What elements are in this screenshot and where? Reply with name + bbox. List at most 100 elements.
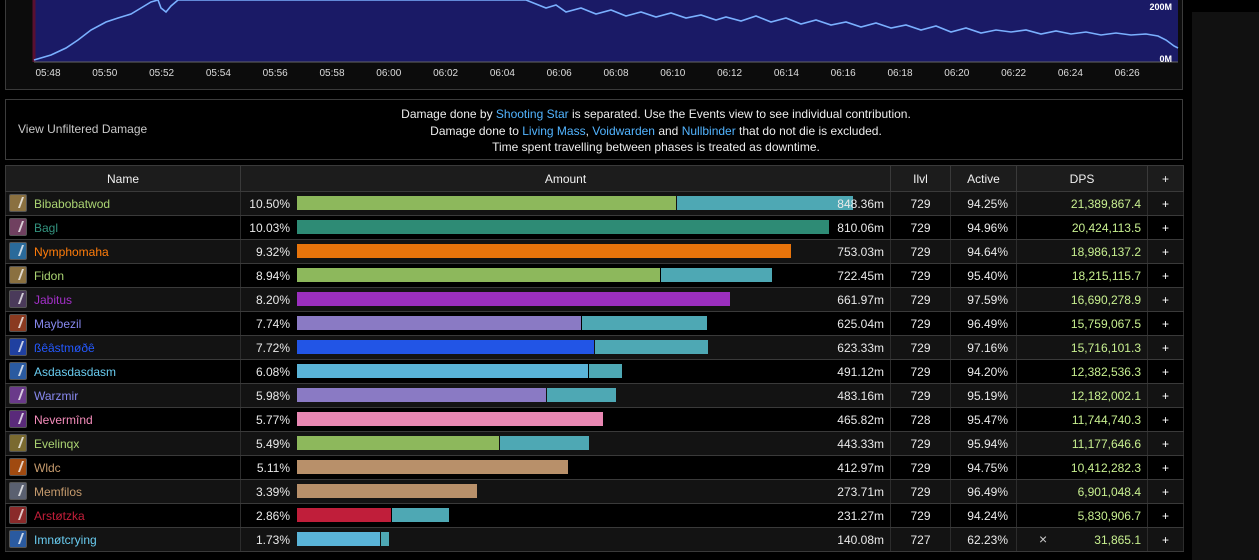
nullbinder-link[interactable]: Nullbinder: [681, 124, 736, 138]
notice-line-3: Time spent travelling between phases is …: [492, 140, 820, 154]
column-header-active[interactable]: Active: [950, 165, 1017, 192]
player-row[interactable]: Bagl 10.03% 810.06m 729 94.96% 20,424,113.5 +: [5, 215, 1184, 240]
living-mass-link[interactable]: Living Mass: [522, 124, 586, 138]
item-level: 727: [890, 527, 951, 552]
player-name[interactable]: Memfilos: [34, 485, 83, 499]
player-row[interactable]: Memfilos 3.39% 273.71m 729 96.49% 6,901,048.4…: [5, 479, 1184, 504]
item-level: 729: [890, 311, 951, 336]
time-tick-label: 05:48: [35, 68, 61, 79]
dps-value: 5,830,906.7: [1077, 508, 1141, 523]
notice-line-1: Damage done by Shooting Star is separate…: [401, 107, 911, 121]
spec-icon: [9, 458, 27, 476]
player-name[interactable]: Fidon: [34, 269, 65, 283]
player-name[interactable]: Jabitus: [34, 293, 73, 307]
spec-icon: [9, 242, 27, 260]
column-header-dps[interactable]: DPS: [1016, 165, 1148, 192]
player-row[interactable]: Nymphomaha 9.32% 753.03m 729 94.64% 18,986,13…: [5, 239, 1184, 264]
player-name[interactable]: Nymphomaha: [34, 245, 109, 259]
column-header-amount[interactable]: Amount: [240, 165, 891, 192]
damage-percent: 10.50%: [249, 197, 290, 211]
expand-row-button[interactable]: +: [1147, 263, 1184, 288]
expand-row-button[interactable]: +: [1147, 335, 1184, 360]
player-row[interactable]: ßêâstmøðê 7.72% 623.33m 729 97.16% 15,716,101…: [5, 335, 1184, 360]
active-percent: 94.20%: [950, 359, 1017, 384]
damage-amount: 661.97m: [837, 293, 884, 307]
damage-percent: 5.77%: [255, 413, 290, 427]
shooting-star-link[interactable]: Shooting Star: [495, 107, 569, 121]
player-name[interactable]: Asdasdasdasm: [34, 365, 117, 379]
player-name-cell: Memfilos: [5, 479, 241, 504]
amount-cell: 1.73% 140.08m: [240, 527, 891, 552]
active-percent: 95.40%: [950, 263, 1017, 288]
player-row[interactable]: Maybezil 7.74% 625.04m 729 96.49% 15,759,067.…: [5, 311, 1184, 336]
player-row[interactable]: Warzmir 5.98% 483.16m 729 95.19% 12,182,002.1…: [5, 383, 1184, 408]
player-row[interactable]: Fidon 8.94% 722.45m 729 95.40% 18,215,115.7 +: [5, 263, 1184, 288]
player-row[interactable]: Asdasdasdasm 6.08% 491.12m 729 94.20% 12,382,…: [5, 359, 1184, 384]
expand-row-button[interactable]: +: [1147, 527, 1184, 552]
dps-value: 11,177,646.6: [1071, 436, 1141, 451]
close-icon[interactable]: ×: [1039, 531, 1048, 547]
player-row[interactable]: Arstøtzka 2.86% 231.27m 729 94.24% 5,830,906.…: [5, 503, 1184, 528]
time-tick-label: 06:04: [489, 68, 515, 79]
damage-percent: 8.94%: [255, 269, 290, 283]
expand-row-button[interactable]: +: [1147, 191, 1184, 216]
item-level: 729: [890, 263, 951, 288]
expand-row-button[interactable]: +: [1147, 503, 1184, 528]
side-panel: [1192, 12, 1259, 560]
amount-cell: 5.77% 465.82m: [240, 407, 891, 432]
item-level: 729: [890, 383, 951, 408]
expand-row-button[interactable]: +: [1147, 407, 1184, 432]
player-name[interactable]: Bibabobatwod: [34, 197, 111, 211]
player-name-cell: Maybezil: [5, 311, 241, 336]
dps-cell: 18,215,115.7: [1016, 263, 1148, 288]
expand-row-button[interactable]: +: [1147, 383, 1184, 408]
spec-icon: [9, 530, 27, 548]
player-name[interactable]: Imnøtcrying: [34, 533, 97, 547]
player-row[interactable]: Jabitus 8.20% 661.97m 729 97.59% 16,690,278.9…: [5, 287, 1184, 312]
player-row[interactable]: Nevermînd 5.77% 465.82m 728 95.47% 11,744,740…: [5, 407, 1184, 432]
player-name[interactable]: Arstøtzka: [34, 509, 85, 523]
player-name[interactable]: Warzmir: [34, 389, 79, 403]
player-name[interactable]: ßêâstmøðê: [34, 341, 95, 355]
dps-cell: 12,182,002.1: [1016, 383, 1148, 408]
player-name-cell: Bagl: [5, 215, 241, 240]
dps-value: 12,382,536.3: [1070, 364, 1141, 379]
dps-value: 6,901,048.4: [1077, 484, 1141, 499]
column-header-name[interactable]: Name: [5, 165, 241, 192]
player-name[interactable]: Wldc: [34, 461, 61, 475]
player-row[interactable]: Wldc 5.11% 412.97m 729 94.75% 10,412,282.3 +: [5, 455, 1184, 480]
damage-amount: 465.82m: [837, 413, 884, 427]
dps-value: 21,389,867.4: [1070, 196, 1141, 211]
column-header-expand-all[interactable]: +: [1147, 165, 1184, 192]
damage-graph[interactable]: 05:48 05:50 05:52 05:54 05:56 05:58 06:00 06:02…: [5, 0, 1183, 90]
expand-row-button[interactable]: +: [1147, 311, 1184, 336]
damage-amount: 810.06m: [837, 221, 884, 235]
player-row[interactable]: Evelinqx 5.49% 443.33m 729 95.94% 11,177,646.…: [5, 431, 1184, 456]
player-name[interactable]: Evelinqx: [34, 437, 80, 451]
player-row[interactable]: Imnøtcrying 1.73% 140.08m 727 62.23% × 31,865.…: [5, 527, 1184, 552]
player-row[interactable]: Bibabobatwod 10.50% 848.36m 729 94.25% 21,389…: [5, 191, 1184, 216]
player-name[interactable]: Bagl: [34, 221, 59, 235]
dps-cell: 11,744,740.3: [1016, 407, 1148, 432]
dps-value: 18,986,137.2: [1070, 244, 1141, 259]
expand-row-button[interactable]: +: [1147, 479, 1184, 504]
view-unfiltered-damage-link[interactable]: View Unfiltered Damage: [18, 122, 148, 136]
time-tick-label: 06:12: [717, 68, 743, 79]
expand-row-button[interactable]: +: [1147, 287, 1184, 312]
player-name[interactable]: Nevermînd: [34, 413, 93, 427]
dps-cell: 18,986,137.2: [1016, 239, 1148, 264]
dps-cell: 12,382,536.3: [1016, 359, 1148, 384]
spec-icon: [9, 266, 27, 284]
column-header-ilvl[interactable]: Ilvl: [890, 165, 951, 192]
damage-amount: 443.33m: [837, 437, 884, 451]
time-tick-label: 05:54: [205, 68, 231, 79]
expand-row-button[interactable]: +: [1147, 431, 1184, 456]
expand-row-button[interactable]: +: [1147, 455, 1184, 480]
player-name[interactable]: Maybezil: [34, 317, 82, 331]
voidwarden-link[interactable]: Voidwarden: [592, 124, 655, 138]
expand-row-button[interactable]: +: [1147, 239, 1184, 264]
expand-row-button[interactable]: +: [1147, 359, 1184, 384]
damage-bar: [297, 412, 603, 426]
time-tick-label: 06:16: [830, 68, 856, 79]
expand-row-button[interactable]: +: [1147, 215, 1184, 240]
